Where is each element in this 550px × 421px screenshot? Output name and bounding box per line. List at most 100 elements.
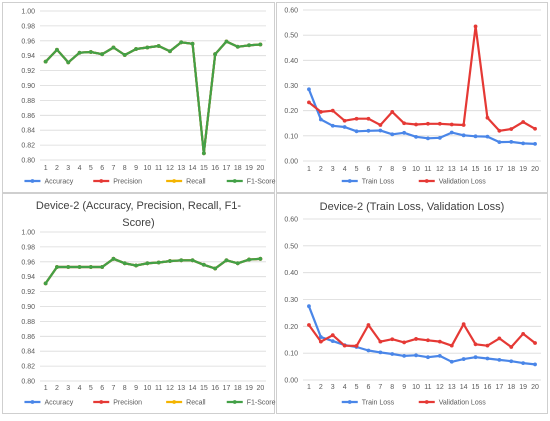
legend-label: Precision	[113, 400, 142, 407]
data-point	[330, 123, 335, 128]
x-tick-label: 6	[366, 166, 370, 173]
data-point	[156, 44, 161, 48]
x-tick-label: 11	[424, 384, 431, 391]
y-tick-label: 0.30	[284, 83, 298, 90]
y-tick-label: 0.98	[21, 23, 35, 30]
data-point	[134, 47, 138, 51]
legend-item: Recall	[166, 400, 206, 407]
data-point	[190, 41, 195, 46]
data-point	[414, 122, 418, 127]
x-tick-label: 17	[495, 166, 503, 173]
x-tick-label: 4	[78, 385, 82, 392]
legend-item: Recall	[166, 179, 206, 186]
x-tick-label: 10	[143, 385, 151, 392]
data-point	[100, 265, 105, 269]
data-point	[330, 339, 335, 343]
x-tick-label: 15	[200, 165, 208, 172]
data-point	[366, 323, 371, 327]
y-tick-label: 0.20	[284, 324, 298, 331]
data-point	[485, 134, 490, 139]
x-tick-label: 7	[111, 165, 115, 172]
legend-label: Accuracy	[44, 400, 73, 407]
x-tick-label: 18	[507, 166, 515, 173]
x-tick-label: 2	[55, 385, 59, 392]
x-tick-label: 7	[378, 384, 382, 391]
x-tick-label: 11	[155, 385, 162, 392]
x-tick-label: 3	[66, 165, 70, 172]
data-point	[533, 126, 537, 131]
data-point	[55, 265, 59, 269]
chart-border	[2, 193, 275, 414]
data-point	[473, 134, 478, 139]
y-tick-label: 0.86	[21, 334, 35, 341]
x-tick-label: 14	[460, 166, 468, 173]
x-tick-label: 14	[189, 385, 197, 392]
x-tick-label: 17	[495, 384, 503, 391]
data-point	[100, 52, 105, 57]
x-tick-label: 12	[166, 165, 174, 172]
x-tick-label: 19	[519, 166, 527, 173]
x-tick-label: 1	[44, 165, 48, 172]
y-tick-label: 0.84	[21, 349, 35, 356]
data-point	[509, 345, 514, 349]
data-point	[533, 141, 537, 146]
data-point	[509, 359, 514, 364]
x-tick-label: 17	[223, 385, 231, 392]
y-tick-label: 0.40	[284, 270, 298, 277]
x-tick-label: 6	[100, 385, 104, 392]
y-tick-label: 0.90	[21, 83, 35, 90]
x-tick-label: 12	[436, 166, 444, 173]
data-point	[179, 40, 184, 45]
data-point	[235, 44, 240, 49]
y-tick-label: 0.60	[284, 8, 298, 15]
data-point	[414, 353, 418, 358]
data-point	[111, 45, 116, 50]
data-point	[497, 128, 502, 133]
x-tick-label: 18	[234, 165, 242, 172]
x-tick-label: 16	[484, 384, 492, 391]
data-point	[145, 45, 150, 50]
legend-marker	[99, 179, 104, 183]
data-point	[414, 337, 418, 341]
y-tick-label: 0.86	[21, 113, 35, 120]
y-tick-label: 0.96	[21, 259, 35, 266]
legend-item: Validation Loss	[418, 400, 486, 407]
data-point	[426, 121, 430, 126]
data-point	[66, 60, 71, 65]
data-point	[426, 136, 430, 141]
data-point	[485, 115, 490, 120]
y-tick-label: 0.40	[284, 58, 298, 65]
data-point	[43, 59, 48, 64]
chart-border	[2, 2, 275, 193]
data-point	[224, 39, 229, 44]
data-point	[330, 108, 335, 113]
x-tick-label: 13	[177, 165, 185, 172]
data-point	[145, 261, 150, 266]
data-point	[354, 116, 359, 121]
data-point	[213, 52, 218, 57]
x-tick-label: 15	[472, 166, 480, 173]
x-tick-label: 13	[177, 385, 185, 392]
data-point	[390, 110, 395, 114]
data-point	[122, 261, 127, 266]
data-point	[485, 356, 490, 361]
legend-label: Precision	[113, 179, 142, 186]
data-point	[366, 128, 371, 133]
data-point	[497, 140, 502, 145]
legend-marker	[172, 179, 177, 183]
data-point	[414, 134, 418, 139]
y-tick-label: 0.94	[21, 274, 35, 281]
x-tick-label: 16	[211, 165, 219, 172]
legend-item: Train Loss	[341, 400, 395, 407]
data-point	[235, 261, 240, 266]
y-tick-label: 0.98	[21, 244, 35, 251]
data-point	[402, 353, 407, 358]
data-point	[156, 260, 161, 265]
legend-label: Validation Loss	[439, 179, 486, 186]
data-point	[77, 50, 82, 55]
data-point	[134, 263, 138, 268]
x-tick-label: 5	[355, 384, 359, 391]
legend-marker	[232, 400, 237, 404]
data-point	[342, 125, 347, 129]
